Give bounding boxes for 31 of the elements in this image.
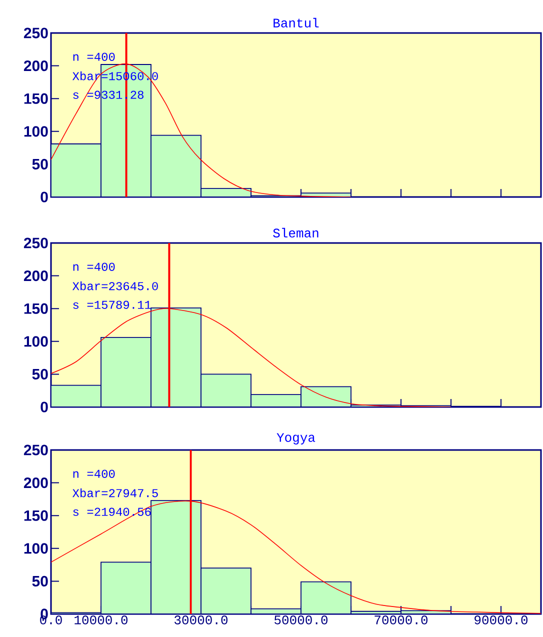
annotation: n =400 [73, 52, 115, 61]
y-tick-label: 0 [40, 192, 48, 202]
annotation: n =400 [73, 262, 115, 271]
y-tick-label: 200 [24, 60, 48, 72]
y-tick-label: 100 [24, 336, 48, 347]
annotation: n =400 [73, 470, 115, 478]
y-tick-label: 200 [24, 477, 48, 488]
y-tick-label: 50 [32, 158, 48, 170]
y-tick-label: 50 [32, 576, 48, 587]
y-tick-label: 150 [24, 303, 48, 314]
chart-title: Sleman [273, 228, 318, 238]
y-tick-label: 150 [24, 93, 48, 104]
y-tick-label: 100 [24, 543, 48, 554]
x-tick-label: 50000.0 [274, 616, 328, 624]
x-tick-label: 90000.0 [474, 616, 528, 624]
y-tick-label: 150 [24, 510, 48, 521]
y-tick-label: 0 [40, 402, 48, 412]
y-tick-label: 250 [24, 28, 48, 38]
chart-title: Yogya [276, 433, 316, 444]
annotation: Xbar=23645.0 [72, 281, 158, 290]
y-tick-label: 100 [24, 126, 48, 137]
y-tick-label: 200 [24, 270, 48, 282]
x-tick-label: 30000.0 [174, 616, 228, 624]
y-tick-label: 50 [32, 368, 48, 380]
x-tick-label: 10000.0 [74, 616, 128, 624]
y-tick-label: 250 [24, 238, 48, 248]
annotation: s =15789.11 [73, 300, 151, 309]
x-tick-label: 70000.0 [374, 616, 428, 624]
chart-title: Bantul [274, 18, 319, 28]
annotation: Xbar=27947.5 [72, 488, 158, 498]
y-tick-label: 250 [24, 444, 48, 456]
